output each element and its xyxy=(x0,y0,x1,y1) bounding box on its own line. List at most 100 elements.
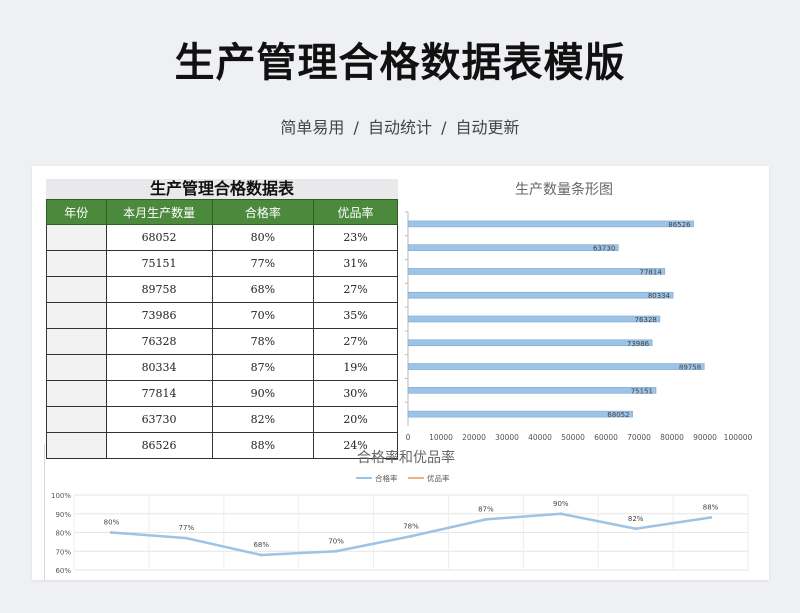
premium-rate-cell[interactable]: 30% xyxy=(313,380,398,407)
table-row: 86526 88% 24% xyxy=(46,432,398,459)
bar[interactable] xyxy=(407,315,661,323)
premium-rate-cell[interactable]: 24% xyxy=(313,432,398,459)
line-data-label: 90% xyxy=(553,500,569,508)
year-cell[interactable] xyxy=(46,276,107,303)
pass-rate-cell[interactable]: 77% xyxy=(211,250,315,277)
pass-rate-cell[interactable]: 70% xyxy=(211,302,315,329)
line-data-label: 77% xyxy=(179,524,195,532)
line-point[interactable] xyxy=(334,549,338,553)
line-point[interactable] xyxy=(709,516,713,519)
bar-data-label: 86526 xyxy=(668,221,691,229)
bar[interactable] xyxy=(407,244,619,251)
bar-chart-panel: 生产数量条形图 86526 63730 77814 80334 76328 73986 89… xyxy=(368,174,768,444)
page-title: 生产管理合格数据表模版 xyxy=(174,40,626,86)
year-cell[interactable] xyxy=(46,328,107,355)
bar-x-tick-label: 20000 xyxy=(462,433,486,442)
bar-chart-title: 生产数量条形图 xyxy=(515,181,613,198)
line-point[interactable] xyxy=(109,531,113,534)
pass-rate-cell[interactable]: 78% xyxy=(211,328,315,355)
line-point[interactable] xyxy=(634,527,638,531)
bar[interactable] xyxy=(407,410,633,418)
year-cell[interactable] xyxy=(46,302,107,329)
pass-rate-cell[interactable]: 82% xyxy=(211,406,315,433)
bar-x-tick-label: 90000 xyxy=(693,433,717,442)
line-y-tick-label: 60% xyxy=(55,567,71,575)
line-data-label: 70% xyxy=(328,537,344,545)
quantity-cell[interactable]: 73986 xyxy=(105,302,213,329)
pass-rate-cell[interactable]: 80% xyxy=(211,224,315,251)
table-row: 89758 68% 27% xyxy=(46,276,398,303)
legend-label: 优品率 xyxy=(427,473,450,483)
data-table: 年份 本月生产数量 合格率 优品率 68052 80% 23% 75151 77% 31%… xyxy=(46,199,398,459)
bar-chart: 生产数量条形图 86526 63730 77814 80334 76328 73986 89… xyxy=(405,181,753,442)
pass-rate-cell[interactable]: 68% xyxy=(211,276,315,303)
quantity-cell[interactable]: 86526 xyxy=(105,432,213,459)
line-y-tick-label: 100% xyxy=(51,492,71,500)
quantity-cell[interactable]: 76328 xyxy=(105,328,213,355)
bar-data-label: 76328 xyxy=(635,316,657,324)
line-series-pass-rate[interactable] xyxy=(111,512,711,557)
bar-x-tick-label: 50000 xyxy=(561,433,585,442)
quantity-cell[interactable]: 80334 xyxy=(105,354,213,381)
bar-x-tick-label: 10000 xyxy=(429,433,453,442)
premium-rate-cell[interactable]: 20% xyxy=(313,406,398,433)
pass-rate-cell[interactable]: 90% xyxy=(211,380,315,407)
bar[interactable] xyxy=(407,339,653,347)
year-cell[interactable] xyxy=(46,380,107,407)
line-point[interactable] xyxy=(259,553,263,557)
table-row: 75151 77% 31% xyxy=(46,250,398,277)
table-row: 73986 70% 35% xyxy=(46,302,398,329)
year-cell[interactable] xyxy=(46,432,107,459)
bar-data-label: 77814 xyxy=(640,268,663,276)
bar[interactable] xyxy=(407,387,657,394)
year-cell[interactable] xyxy=(46,354,107,381)
bar-x-tick-label: 40000 xyxy=(528,433,552,442)
bar[interactable] xyxy=(407,220,694,228)
pass-rate-cell[interactable]: 87% xyxy=(211,354,315,381)
year-cell[interactable] xyxy=(46,250,107,277)
year-cell[interactable] xyxy=(46,224,107,251)
quantity-cell[interactable]: 68052 xyxy=(105,224,213,251)
premium-rate-cell[interactable]: 35% xyxy=(313,302,398,329)
line-chart-panel: 合格率和优品率 合格率 优品率 100% 90% 80% 70% 60% 80% 77% 68% 7… xyxy=(46,442,769,580)
bar-data-label: 68052 xyxy=(607,411,629,419)
bar[interactable] xyxy=(407,268,666,275)
bar-data-label: 80334 xyxy=(648,292,671,300)
bar[interactable] xyxy=(407,363,705,370)
bar-data-label: 63730 xyxy=(593,245,615,253)
quantity-cell[interactable]: 77814 xyxy=(105,380,213,407)
premium-rate-cell[interactable]: 27% xyxy=(313,328,398,355)
year-cell[interactable] xyxy=(46,406,107,433)
table-row: 63730 82% 20% xyxy=(46,406,398,433)
line-point[interactable] xyxy=(409,534,413,538)
line-y-tick-label: 90% xyxy=(55,511,71,519)
table-row: 68052 80% 23% xyxy=(46,224,398,251)
line-y-tick-label: 70% xyxy=(55,548,71,556)
bar-x-tick-label: 80000 xyxy=(660,433,684,442)
premium-rate-cell[interactable]: 19% xyxy=(313,354,398,381)
line-data-label: 88% xyxy=(703,504,719,512)
quantity-cell[interactable]: 75151 xyxy=(105,250,213,277)
pass-rate-cell[interactable]: 88% xyxy=(211,432,315,459)
line-y-tick-label: 80% xyxy=(55,530,71,538)
line-point[interactable] xyxy=(184,536,188,540)
quantity-cell[interactable]: 63730 xyxy=(105,406,213,433)
column-header-premium-rate[interactable]: 优品率 xyxy=(313,199,398,225)
column-header-quantity[interactable]: 本月生产数量 xyxy=(105,199,213,225)
column-header-pass-rate[interactable]: 合格率 xyxy=(211,199,315,225)
bar-x-tick-label: 30000 xyxy=(495,433,519,442)
bar[interactable] xyxy=(407,291,674,299)
line-data-label: 68% xyxy=(253,541,269,549)
column-header-year[interactable]: 年份 xyxy=(46,199,107,225)
table-body: 68052 80% 23% 75151 77% 31% 89758 68% 27% 73986 70… xyxy=(46,224,398,459)
page-subtitle: 简单易用 / 自动统计 / 自动更新 xyxy=(280,118,520,137)
line-point[interactable] xyxy=(484,517,488,521)
line-point[interactable] xyxy=(559,512,563,516)
bar-data-label: 73986 xyxy=(627,340,650,348)
line-data-label: 87% xyxy=(478,505,494,513)
line-data-label: 82% xyxy=(628,515,644,523)
table-header-row: 年份 本月生产数量 合格率 优品率 xyxy=(46,199,398,225)
premium-rate-cell[interactable]: 27% xyxy=(313,276,398,303)
quantity-cell[interactable]: 89758 xyxy=(105,276,213,303)
spreadsheet-sheet: 生产管理合格数据表 年份 本月生产数量 合格率 优品率 68052 80% 23% 7… xyxy=(32,166,769,580)
